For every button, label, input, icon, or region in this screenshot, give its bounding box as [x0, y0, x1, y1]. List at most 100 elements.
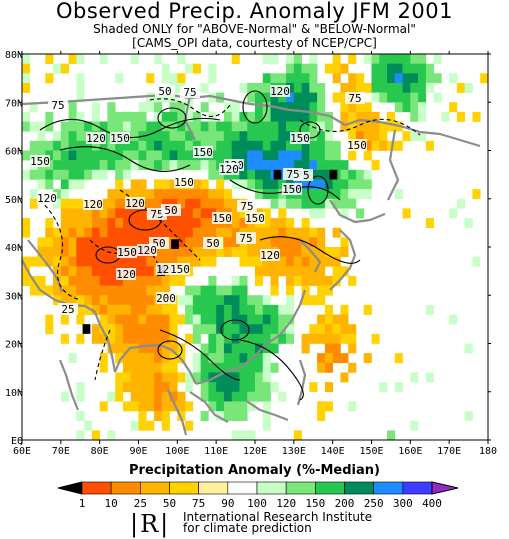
anomaly-cell	[309, 169, 318, 180]
anomaly-cell	[130, 314, 139, 325]
anomaly-cell	[301, 295, 310, 306]
anomaly-cell	[286, 54, 295, 64]
anomaly-cell	[107, 102, 116, 113]
anomaly-cell	[130, 343, 139, 354]
iri-line-2: for climate prediction	[183, 521, 312, 535]
anomaly-cell	[76, 285, 85, 296]
anomaly-cell	[200, 411, 209, 421]
anomaly-cell	[200, 131, 209, 142]
anomaly-cell	[255, 362, 264, 373]
anomaly-cell	[53, 256, 62, 267]
anomaly-cell	[91, 266, 100, 277]
anomaly-cell	[161, 285, 170, 296]
anomaly-cell	[324, 63, 333, 74]
anomaly-cell	[200, 140, 209, 151]
anomaly-cell	[29, 189, 38, 200]
anomaly-cell	[60, 391, 69, 402]
anomaly-cell	[340, 324, 349, 335]
anomaly-cell	[348, 275, 357, 286]
legend-swatch	[344, 481, 374, 495]
anomaly-cell	[255, 295, 264, 306]
anomaly-cell	[348, 362, 357, 373]
anomaly-cell	[270, 382, 279, 393]
anomaly-cell	[45, 140, 54, 151]
anomaly-cell	[355, 189, 365, 200]
anomaly-cell	[262, 208, 271, 219]
anomaly-cell	[208, 382, 217, 393]
anomaly-cell	[278, 324, 287, 335]
anomaly-cell	[45, 285, 54, 296]
anomaly-cell	[99, 160, 108, 171]
anomaly-cell	[348, 343, 357, 354]
anomaly-cell	[216, 333, 225, 344]
anomaly-cell	[177, 150, 186, 161]
anomaly-cell	[231, 179, 240, 190]
anomaly-cell	[22, 266, 31, 277]
anomaly-cell	[76, 54, 85, 64]
anomaly-cell	[146, 150, 155, 161]
anomaly-cell	[161, 333, 170, 344]
anomaly-cell	[185, 208, 194, 219]
anomaly-cell	[99, 304, 108, 315]
anomaly-cell	[355, 111, 365, 122]
anomaly-cell	[154, 189, 163, 200]
legend-tick-label: 400	[422, 497, 442, 510]
anomaly-cell	[22, 111, 31, 122]
contour-label: 120	[137, 244, 157, 257]
anomaly-cell	[115, 111, 124, 122]
anomaly-cell	[154, 314, 163, 325]
lat-label: 50N	[5, 195, 23, 206]
anomaly-cell	[138, 295, 147, 306]
anomaly-cell	[239, 391, 248, 402]
anomaly-cell	[200, 179, 209, 190]
anomaly-cell	[208, 362, 217, 373]
lon-label: 150E	[359, 446, 383, 457]
anomaly-cell	[200, 343, 209, 354]
anomaly-cell	[146, 131, 155, 142]
anomaly-cell	[262, 256, 271, 267]
anomaly-cell	[99, 237, 108, 248]
contour-label-bg	[260, 249, 280, 261]
anomaly-cell	[115, 343, 124, 354]
anomaly-cell	[309, 382, 318, 393]
anomaly-cell	[60, 333, 69, 344]
anomaly-cell	[122, 208, 132, 219]
lon-label: 180	[479, 446, 497, 457]
anomaly-cell	[262, 411, 271, 421]
anomaly-cell	[192, 247, 201, 257]
anomaly-cell	[348, 333, 357, 344]
anomaly-cell	[208, 314, 217, 325]
anomaly-cell	[317, 285, 326, 296]
anomaly-cell	[278, 160, 287, 171]
anomaly-cell	[84, 420, 93, 431]
anomaly-cell	[76, 247, 85, 257]
lat-label: 70N	[5, 98, 23, 109]
anomaly-cell	[255, 140, 264, 151]
anomaly-cell	[76, 382, 85, 393]
anomaly-cell	[45, 314, 54, 325]
anomaly-cell	[262, 372, 271, 383]
anomaly-cell	[99, 140, 108, 151]
anomaly-cell	[293, 266, 302, 277]
anomaly-cell	[231, 140, 240, 151]
anomaly-cell	[363, 353, 372, 364]
anomaly-cell	[324, 304, 333, 315]
anomaly-cell	[138, 372, 147, 383]
anomaly-cell	[332, 150, 341, 161]
iri-name: International Research Institute for cli…	[183, 511, 372, 535]
anomaly-cell	[60, 247, 69, 257]
anomaly-cell	[317, 275, 326, 286]
anomaly-cell	[138, 391, 147, 402]
anomaly-cell	[371, 333, 380, 344]
anomaly-cell	[76, 430, 85, 441]
anomaly-cell	[270, 266, 279, 277]
anomaly-cell	[301, 150, 310, 161]
anomaly-cell	[185, 420, 194, 431]
anomaly-cell	[29, 285, 38, 296]
anomaly-cell	[262, 333, 271, 344]
anomaly-cell	[138, 420, 147, 431]
anomaly-cell	[293, 150, 302, 161]
anomaly-cell	[255, 121, 264, 132]
anomaly-cell	[309, 266, 318, 277]
lon-label: 170E	[437, 446, 461, 457]
